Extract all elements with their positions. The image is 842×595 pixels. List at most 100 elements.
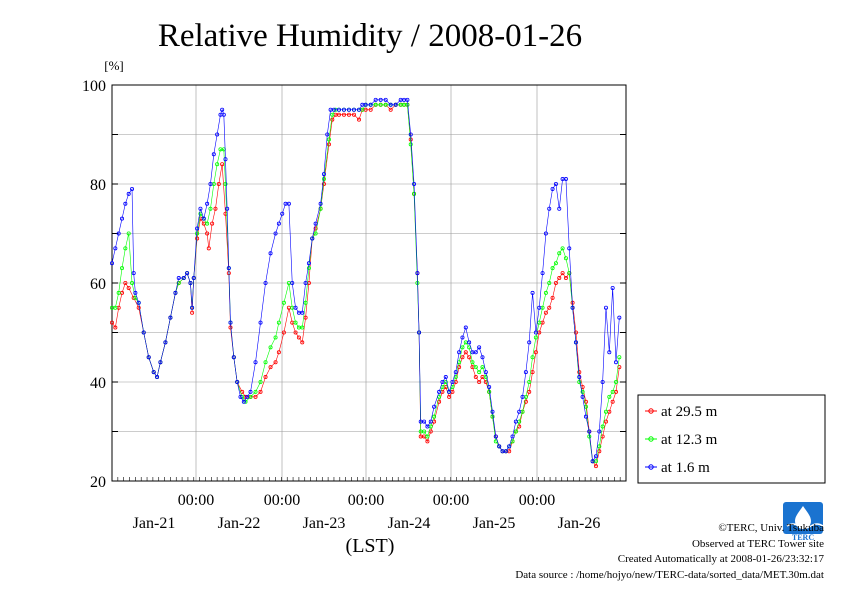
data-point [405,102,410,107]
data-point [393,102,398,107]
data-point [417,330,422,335]
data-point [126,191,131,196]
data-point [378,97,383,102]
data-point [321,177,326,182]
x-tick-label: 00:00 [264,492,300,509]
data-point [300,325,305,330]
x-date-label: Jan-25 [473,515,516,532]
data-point [533,330,538,335]
data-point [341,107,346,112]
data-point [537,320,542,325]
data-point [356,117,361,122]
data-point [408,132,413,137]
data-point [221,147,226,152]
data-point [557,206,562,211]
data-point [280,211,285,216]
data-point [151,370,156,375]
data-point [490,409,495,414]
data-point [163,340,168,345]
data-point [190,305,195,310]
data-point [422,419,427,424]
data-point [331,107,336,112]
data-point [215,162,220,167]
data-point [281,330,286,335]
data-point [547,305,552,310]
data-point [527,389,532,394]
data-point [293,305,298,310]
data-point [273,231,278,236]
data-point [116,290,121,295]
data-point [527,379,532,384]
legend-marker [648,436,654,442]
data-point [346,107,351,112]
data-point [120,266,125,271]
data-point [425,434,430,439]
data-point [513,429,518,434]
data-point [130,186,135,191]
data-point [587,429,592,434]
y-axis-unit-label: [%] [104,58,124,73]
data-point [580,394,585,399]
data-point [330,117,335,122]
data-point [341,112,346,117]
data-point [440,379,445,384]
data-point [537,305,542,310]
data-point [131,271,136,276]
y-tick-label: 40 [90,375,106,392]
data-point [520,394,525,399]
data-point [383,102,388,107]
data-point [351,107,356,112]
series-3 [110,97,622,464]
y-axis-ticks: 20 40 60 80 100 [82,78,626,491]
data-point [253,394,258,399]
data-point [483,375,488,380]
data-point [330,112,335,117]
data-point [126,285,131,290]
data-point [383,97,388,102]
data-point [136,300,141,305]
data-point [477,379,482,384]
data-point [293,320,298,325]
data-point [198,206,203,211]
data-point [223,181,228,186]
data-point [577,379,582,384]
data-point [326,137,331,142]
data-point [368,107,373,112]
data-point [181,276,186,281]
data-point [276,320,281,325]
data-point [296,335,301,340]
data-point [543,231,548,236]
data-point [113,325,118,330]
series-line [111,99,620,463]
data-point [450,379,455,384]
x-date-label: Jan-21 [133,515,176,532]
legend: at 29.5 m at 12.3 m at 1.6 m [637,394,826,484]
data-point [550,266,555,271]
data-point [176,280,181,285]
data-point [457,365,462,370]
data-point [120,216,125,221]
data-point [437,399,442,404]
data-point [273,360,278,365]
data-point [146,355,151,360]
data-point [276,221,281,226]
data-point [597,444,602,449]
data-point [543,290,548,295]
data-point [447,389,452,394]
data-point [216,181,221,186]
data-point [281,300,286,305]
data-point [321,172,326,177]
data-point [463,325,468,330]
data-point [201,216,206,221]
data-point [113,305,118,310]
data-point [155,375,160,380]
x-date-label: Jan-22 [218,515,261,532]
data-point [373,102,378,107]
y-tick-label: 20 [90,474,106,491]
data-point [483,379,488,384]
x-tick-label: 00:00 [348,492,384,509]
data-point [497,444,502,449]
data-point [373,97,378,102]
data-point [268,345,273,350]
data-point [225,206,230,211]
